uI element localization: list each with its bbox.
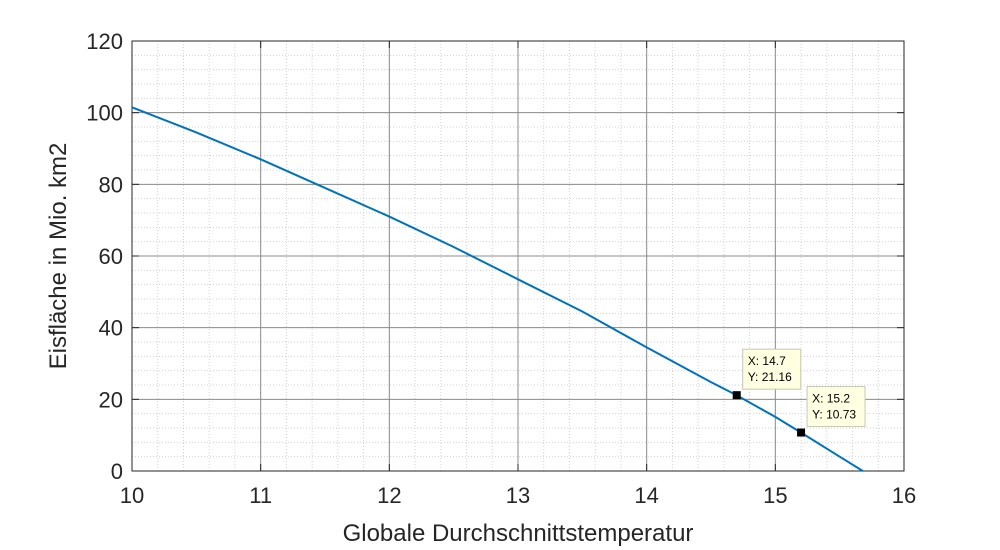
datatip-marker <box>732 391 741 400</box>
y-tick-label: 40 <box>99 316 123 341</box>
y-axis-label: Eisfläche in Mio. km2 <box>45 143 72 370</box>
y-tick-label: 0 <box>111 459 123 484</box>
series-line <box>131 106 864 472</box>
y-tick-label: 120 <box>86 29 123 54</box>
datatip-marker <box>797 428 806 437</box>
y-tick-label: 100 <box>86 101 123 126</box>
datatip: X: 15.2 Y: 10.73 <box>797 386 866 437</box>
x-tick-label: 16 <box>892 483 916 508</box>
y-tick-labels: 0 20 40 60 80 100 120 <box>86 29 123 484</box>
x-tick-label: 15 <box>763 483 787 508</box>
y-tick-label: 80 <box>99 172 123 197</box>
datatip-y-text: Y: 10.73 <box>812 408 856 422</box>
datatip: X: 14.7 Y: 21.16 <box>732 348 802 400</box>
datatip-box <box>742 348 802 390</box>
major-grid <box>132 41 904 471</box>
x-tick-label: 12 <box>377 483 401 508</box>
y-tick-label: 20 <box>99 387 123 412</box>
datatip-x-text: X: 14.7 <box>748 354 786 368</box>
x-axis-label: Globale Durchschnittstemperatur <box>343 520 694 547</box>
datatips: X: 14.7 Y: 21.16 X: 15.2 Y: 10.73 <box>732 348 866 437</box>
datatip-x-text: X: 15.2 <box>812 392 850 406</box>
x-tick-label: 14 <box>634 483 658 508</box>
x-tick-labels: 10 11 12 13 14 15 16 <box>120 483 916 508</box>
datatip-box <box>806 386 866 428</box>
axis-ticks <box>131 40 905 472</box>
datatip-y-text: Y: 21.16 <box>748 370 792 384</box>
x-tick-label: 10 <box>120 483 144 508</box>
x-tick-label: 11 <box>249 483 272 508</box>
y-tick-label: 60 <box>99 244 123 269</box>
x-tick-label: 13 <box>506 483 530 508</box>
